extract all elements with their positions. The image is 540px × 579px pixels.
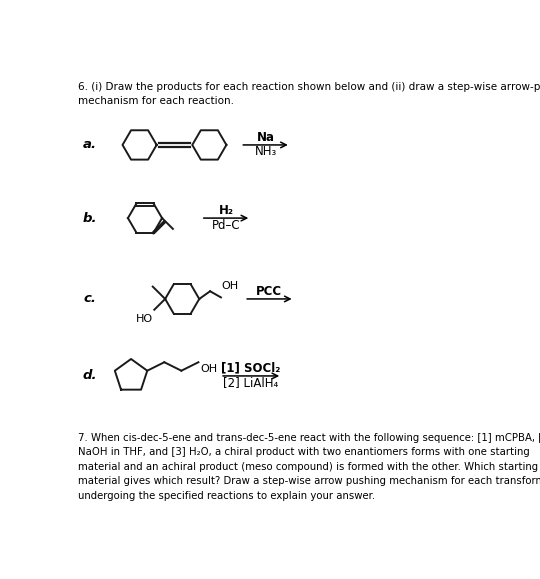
Text: HO: HO: [136, 314, 153, 324]
Text: c.: c.: [83, 292, 96, 306]
Polygon shape: [165, 284, 199, 314]
Text: 7. When cis-dec-5-ene and trans-dec-5-ene react with the following sequence: [1]: 7. When cis-dec-5-ene and trans-dec-5-en…: [78, 433, 540, 500]
Polygon shape: [128, 203, 162, 233]
Text: [1] SOCl₂: [1] SOCl₂: [221, 362, 281, 375]
Text: NH₃: NH₃: [254, 145, 276, 159]
Text: d.: d.: [83, 369, 98, 383]
Text: Pd–C: Pd–C: [212, 218, 240, 232]
Text: a.: a.: [83, 138, 97, 152]
Text: 6. (i) Draw the products for each reaction shown below and (ii) draw a step-wise: 6. (i) Draw the products for each reacti…: [78, 82, 540, 106]
Polygon shape: [123, 130, 157, 160]
Text: b.: b.: [83, 211, 98, 225]
Text: OH: OH: [200, 364, 217, 374]
Text: [2] LiAlH₄: [2] LiAlH₄: [224, 376, 279, 389]
Text: OH: OH: [222, 281, 239, 291]
Text: Na: Na: [256, 131, 274, 144]
Text: PCC: PCC: [256, 285, 282, 298]
Polygon shape: [192, 130, 226, 160]
Text: H₂: H₂: [219, 204, 233, 217]
Polygon shape: [115, 359, 147, 390]
